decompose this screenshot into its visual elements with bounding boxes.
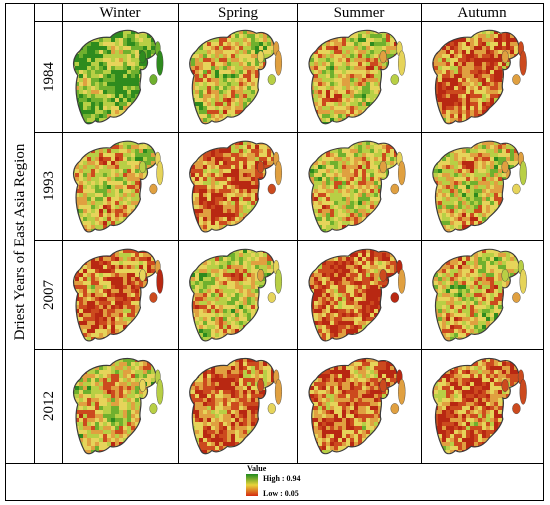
column-header-autumn: Autumn <box>457 5 507 21</box>
map-panel-spring-2012 <box>189 357 282 455</box>
column-header-spring: Spring <box>218 5 259 21</box>
legend-color-ramp <box>246 474 258 496</box>
map-panel-winter-1993 <box>73 140 164 233</box>
map-panel-winter-1984 <box>73 29 164 125</box>
row-headers: 1984 1993 2007 2012 <box>41 62 57 422</box>
map-panel-winter-2007 <box>73 248 164 342</box>
map-panel-spring-2007 <box>189 248 282 342</box>
map-panel-summer-2012 <box>308 357 406 455</box>
map-panel-autumn-1984 <box>432 29 527 125</box>
row-header-1993: 1993 <box>41 171 57 201</box>
row-header-2007: 2007 <box>41 280 57 311</box>
map-panel-spring-1984 <box>189 29 282 125</box>
map-panel-winter-2012 <box>73 357 164 455</box>
legend-low-label: Low : 0.05 <box>263 489 299 498</box>
map-panel-summer-2007 <box>308 248 406 342</box>
row-header-2012: 2012 <box>41 391 57 421</box>
row-header-1984: 1984 <box>41 62 57 93</box>
map-panel-autumn-2012 <box>432 357 527 455</box>
legend: Value High : 0.94 Low : 0.05 <box>246 464 301 498</box>
figure-frame <box>5 3 544 501</box>
column-header-summer: Summer <box>334 5 385 21</box>
legend-title: Value <box>247 464 267 473</box>
map-panel-autumn-2007 <box>432 248 527 342</box>
map-panels <box>73 29 527 455</box>
map-panel-summer-1984 <box>308 29 406 125</box>
legend-high-label: High : 0.94 <box>263 474 301 483</box>
row-axis-title: Driest Years of East Asia Region <box>12 143 28 340</box>
map-panel-summer-1993 <box>308 140 406 233</box>
map-panel-autumn-1993 <box>432 140 527 233</box>
column-headers: Winter Spring Summer Autumn <box>99 5 507 21</box>
map-panel-spring-1993 <box>189 140 282 233</box>
column-header-winter: Winter <box>99 5 140 21</box>
